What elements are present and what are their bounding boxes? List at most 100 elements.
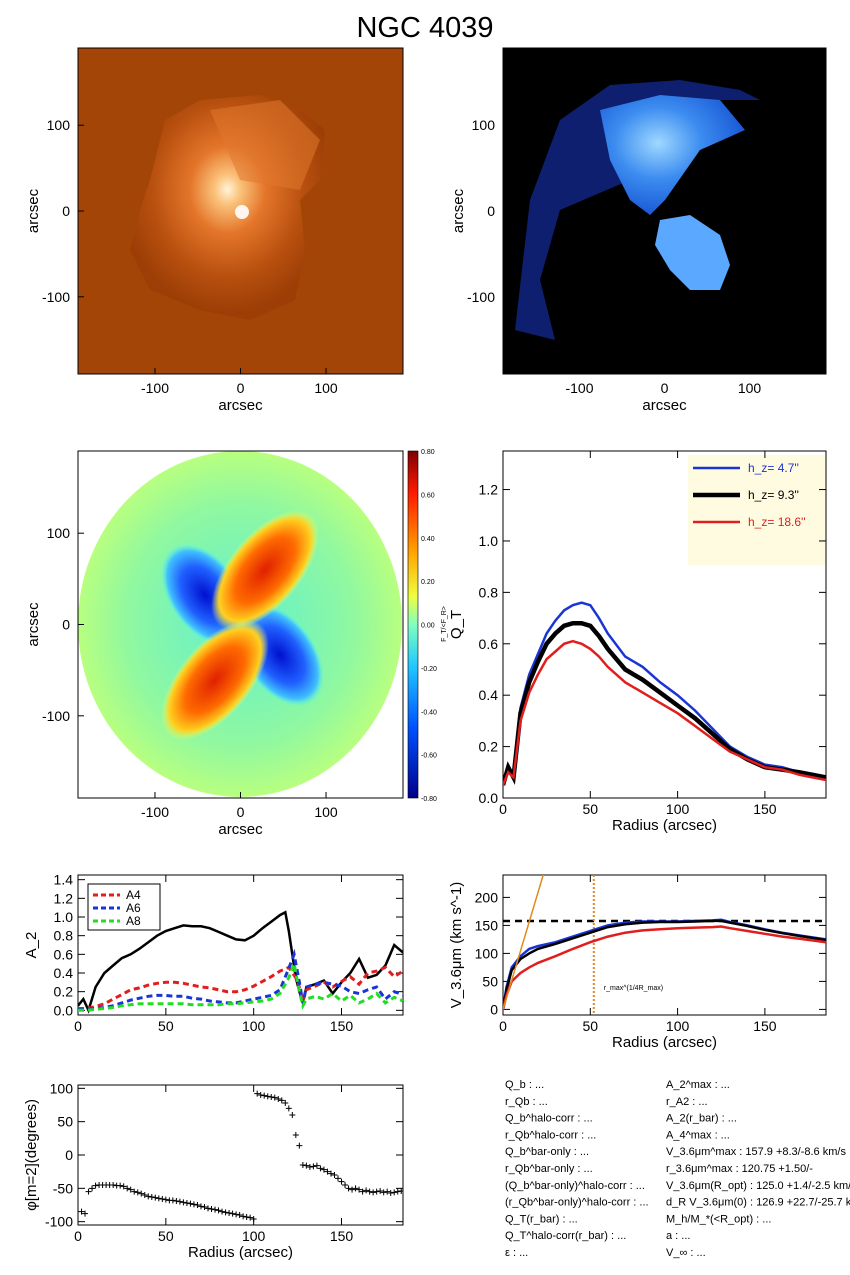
phase-point xyxy=(335,1175,341,1182)
phase-point xyxy=(183,1200,190,1206)
phase-point xyxy=(131,1188,138,1195)
modes-ytick-label: 0.6 xyxy=(54,946,74,962)
torque-map-xtick-label: -100 xyxy=(141,804,169,820)
image-orange-panel xyxy=(77,47,404,375)
info-right-line: V_3.6μm(R_opt) : 125.0 +1.4/-2.5 km/s xyxy=(666,1180,850,1192)
qt-ytick-label: 0.4 xyxy=(479,687,499,703)
phase-point xyxy=(124,1185,131,1192)
qt-ytick-label: 0.8 xyxy=(479,584,499,600)
vrot-frame xyxy=(502,874,827,1016)
torque-map-xtick-label: 0 xyxy=(237,804,245,820)
phase-point xyxy=(110,1182,117,1188)
phase-point xyxy=(117,1182,124,1189)
info-left-line: r_Qb^halo-corr : ... xyxy=(505,1129,596,1141)
modes-ytick-label: 0.0 xyxy=(54,1002,74,1018)
phase-xtick-label: 100 xyxy=(242,1228,266,1244)
phase-point xyxy=(162,1196,169,1203)
series-layer xyxy=(78,601,826,1222)
phase-point xyxy=(282,1100,289,1106)
image-blue-ytick-label: 100 xyxy=(472,117,496,133)
qt-legend-box xyxy=(688,455,825,565)
phase-ytick-label: 50 xyxy=(57,1114,73,1130)
info-right-line: V_3.6μm^max : 157.9 +8.3/-8.6 km/s xyxy=(666,1146,846,1158)
image-blue-xtick-label: 100 xyxy=(738,380,762,396)
qt-ytick-label: 0.0 xyxy=(479,790,499,806)
qt-xtick-label: 0 xyxy=(499,801,507,817)
phase-point xyxy=(127,1186,134,1193)
colorbar-tick-label: 0.00 xyxy=(421,623,435,630)
phase-point xyxy=(222,1209,229,1216)
phase-point xyxy=(82,1210,89,1217)
torque-map-ylabel: arcsec xyxy=(25,602,42,647)
vrot-xtick-label: 0 xyxy=(499,1018,507,1034)
info-left-line: r_Qb^bar-only : ... xyxy=(505,1163,593,1175)
vrot-series-line xyxy=(503,925,826,1010)
phase-point xyxy=(254,1090,261,1097)
vrot-xtick-label: 50 xyxy=(583,1018,599,1034)
modes-ytick-label: 0.2 xyxy=(54,984,74,1000)
qt-legend-label: h_z= 4.7'' xyxy=(748,461,799,475)
colorbar-tick-label: 0.40 xyxy=(421,536,435,543)
phase-point xyxy=(229,1210,236,1217)
image-blue-ytick-label: 0 xyxy=(487,203,495,219)
page-title: NGC 4039 xyxy=(356,12,494,44)
info-right-line: A_4^max : ... xyxy=(666,1129,730,1141)
info-right-line: M_h/M_*(<R_opt) : ... xyxy=(666,1213,771,1225)
vrot-ytick-label: 50 xyxy=(482,973,498,989)
phase-xtick-label: 150 xyxy=(330,1228,354,1244)
phase-point xyxy=(352,1185,359,1192)
info-right-line: d_R V_3.6μm(0) : 126.9 +22.7/-25.7 km/s/… xyxy=(666,1197,850,1209)
image-blue-xtick-label: -100 xyxy=(565,380,593,396)
torque-map-ytick-label: -100 xyxy=(42,708,70,724)
phase-point xyxy=(205,1205,211,1212)
image-orange-xtick-label: 0 xyxy=(237,380,245,396)
info-right-line: A_2(r_bar) : ... xyxy=(666,1113,737,1125)
phase-point xyxy=(377,1188,384,1194)
phase-point xyxy=(85,1188,92,1195)
phase-point xyxy=(299,1162,306,1168)
info-left-line: Q_b^halo-corr : ... xyxy=(505,1113,593,1125)
phase-point xyxy=(134,1189,141,1196)
qt-xtick-label: 50 xyxy=(583,801,599,817)
galaxy-blue-outer-ring xyxy=(515,80,780,340)
phase-point xyxy=(289,1112,296,1118)
phase-point xyxy=(391,1189,398,1196)
phase-point xyxy=(320,1166,327,1173)
phase-point xyxy=(138,1190,145,1197)
phase-point xyxy=(398,1188,403,1194)
phase-point xyxy=(324,1168,331,1175)
phase-point xyxy=(194,1202,201,1208)
phase-point xyxy=(247,1214,254,1221)
phase-point xyxy=(212,1206,219,1213)
modes-legend-label: A8 xyxy=(126,914,141,928)
image-blue-ytick-label: -100 xyxy=(467,289,495,305)
phase-point xyxy=(303,1162,310,1169)
phase-point xyxy=(155,1195,162,1202)
qt-legend xyxy=(688,455,825,565)
image-orange-xtick-label: -100 xyxy=(141,380,169,396)
phase-point xyxy=(310,1163,317,1170)
colorbar-tick-label: -0.80 xyxy=(421,796,437,803)
info-left-line: r_Qb : ... xyxy=(505,1096,548,1108)
vrot-xtick-label: 150 xyxy=(753,1018,777,1034)
qt-xlabel: Radius (arcsec) xyxy=(612,817,717,834)
phase-point xyxy=(292,1132,299,1138)
phase-point xyxy=(387,1190,394,1196)
info-left-line: Q_b^bar-only : ... xyxy=(505,1146,589,1158)
modes-legend-box xyxy=(87,883,161,931)
phase-ytick-label: 0 xyxy=(65,1147,73,1163)
modes-legend-label: A6 xyxy=(126,901,141,915)
phase-ytick-label: -50 xyxy=(53,1180,73,1196)
phase-point xyxy=(78,1208,85,1215)
phase-xtick-label: 50 xyxy=(158,1228,174,1244)
phase-point xyxy=(233,1211,240,1218)
phase-point xyxy=(380,1189,387,1196)
colorbar-tick-label: 0.80 xyxy=(421,449,435,456)
phase-point xyxy=(173,1198,180,1204)
phase-point xyxy=(120,1183,127,1190)
phase-point xyxy=(296,1142,303,1149)
galaxy-orange-nucleus xyxy=(235,205,249,219)
info-right-line: r_3.6μm^max : 120.75 +1.50/- xyxy=(666,1163,813,1175)
colorbar-tick-label: -0.40 xyxy=(421,709,437,716)
